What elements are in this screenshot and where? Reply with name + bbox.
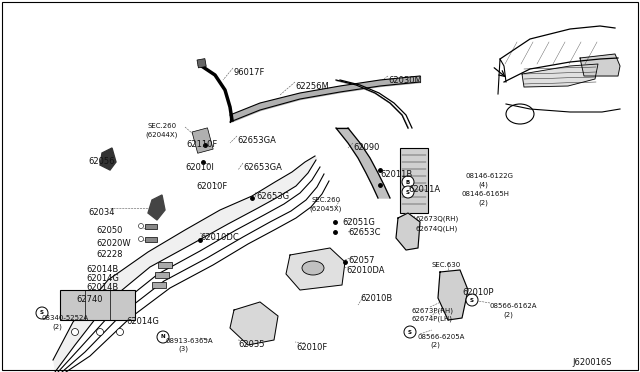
Text: 62673Q(RH): 62673Q(RH) [415,216,458,222]
Text: SEC.630: SEC.630 [432,262,461,268]
Text: 62014B: 62014B [86,283,118,292]
Text: (2): (2) [503,311,513,317]
Text: 62057: 62057 [348,256,374,265]
Text: 62056: 62056 [88,157,115,166]
Text: (2): (2) [430,342,440,349]
Polygon shape [286,248,345,290]
Text: 62673P(RH): 62673P(RH) [411,307,453,314]
Text: 62653GA: 62653GA [243,163,282,172]
Text: (4): (4) [478,181,488,187]
Text: 62014B: 62014B [86,265,118,274]
Text: 62740: 62740 [76,295,102,304]
Text: 62653C: 62653C [348,228,381,237]
Ellipse shape [302,261,324,275]
Text: SEC.260: SEC.260 [148,123,177,129]
Circle shape [404,326,416,338]
Text: 08913-6365A: 08913-6365A [166,338,214,344]
Text: 62674P(LH): 62674P(LH) [411,316,452,323]
Text: 08566-6162A: 08566-6162A [490,303,538,309]
Bar [158,262,172,268]
Circle shape [72,328,79,336]
Circle shape [116,328,124,336]
Text: 62010DC: 62010DC [200,233,239,242]
Circle shape [402,186,414,198]
Polygon shape [100,148,116,170]
Text: S: S [406,189,410,195]
Text: 62030M: 62030M [388,76,422,85]
Text: 62020W: 62020W [96,239,131,248]
Text: 62010F: 62010F [296,343,327,352]
Polygon shape [580,54,620,76]
Circle shape [138,237,143,241]
Text: 62011A: 62011A [408,185,440,194]
Text: 62653G: 62653G [256,192,289,201]
Circle shape [36,307,48,319]
Text: 62674Q(LH): 62674Q(LH) [415,225,457,231]
Polygon shape [522,64,598,87]
Text: 08146-6165H: 08146-6165H [462,191,510,197]
Text: 62010P: 62010P [462,288,493,297]
Circle shape [402,176,414,188]
Bar [145,224,157,229]
Circle shape [157,331,169,343]
Text: 62014G: 62014G [86,274,119,283]
Circle shape [138,224,143,228]
Text: 62110F: 62110F [186,140,217,149]
Bar [145,237,157,242]
Text: B: B [406,180,410,185]
Bar [155,272,169,278]
Text: 62034: 62034 [88,208,115,217]
Bar [60,290,135,320]
Circle shape [97,328,104,336]
Bar [192,128,213,153]
Polygon shape [230,302,278,345]
Text: 96017F: 96017F [233,68,264,77]
Polygon shape [438,270,468,320]
Bar [152,282,166,288]
Text: 62050: 62050 [96,226,122,235]
Text: 62010DA: 62010DA [346,266,385,275]
Text: 62653GA: 62653GA [237,136,276,145]
Text: 62014G: 62014G [126,317,159,326]
Text: (2): (2) [52,323,62,330]
Text: (62045X): (62045X) [309,205,341,212]
Text: (62044X): (62044X) [145,131,177,138]
Polygon shape [396,213,420,250]
Text: N: N [161,334,165,340]
Text: 62011B: 62011B [380,170,412,179]
Circle shape [466,294,478,306]
Text: 62090: 62090 [353,143,380,152]
Polygon shape [336,128,390,198]
Bar [197,59,206,68]
Text: 62010I: 62010I [185,163,214,172]
Text: 08146-6122G: 08146-6122G [465,173,513,179]
Text: J620016S: J620016S [572,358,611,367]
Polygon shape [148,195,165,220]
Text: 62010F: 62010F [196,182,227,191]
Text: S: S [40,311,44,315]
Text: S: S [470,298,474,302]
Text: 08340-5252A: 08340-5252A [41,315,88,321]
Text: 62228: 62228 [96,250,122,259]
Text: 62051G: 62051G [342,218,375,227]
Text: 62035: 62035 [238,340,264,349]
Text: 08566-6205A: 08566-6205A [418,334,465,340]
Text: 62010B: 62010B [360,294,392,303]
Text: 62256M: 62256M [295,82,329,91]
Text: S: S [408,330,412,334]
Polygon shape [53,156,318,372]
Text: (3): (3) [178,346,188,353]
Text: SEC.260: SEC.260 [312,197,341,203]
Text: (2): (2) [478,199,488,205]
Bar [400,148,428,213]
